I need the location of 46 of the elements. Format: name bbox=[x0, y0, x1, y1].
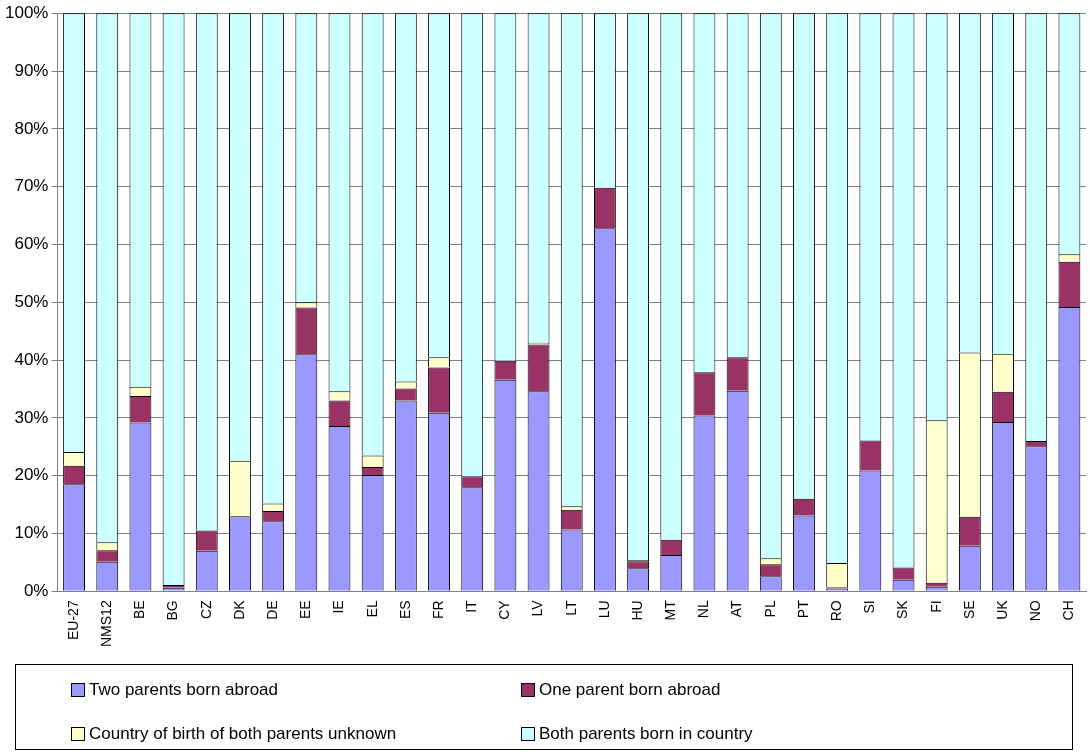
x-tick-label: SE bbox=[960, 600, 977, 619]
x-tick-label: MT bbox=[662, 599, 679, 621]
y-tick-label: 0% bbox=[23, 581, 49, 600]
x-tick-label: EU-27 bbox=[64, 600, 81, 640]
x-tick-label: BE bbox=[131, 600, 148, 619]
x-tick-label: DE bbox=[264, 600, 280, 620]
y-tick-label: 60% bbox=[14, 234, 49, 254]
x-tick-label: PL bbox=[761, 600, 778, 618]
x-tick-label: NMS12 bbox=[98, 600, 115, 647]
x-tick-label: FR bbox=[429, 600, 446, 619]
y-tick-label: 70% bbox=[14, 176, 49, 196]
x-tick-label: LV bbox=[529, 599, 546, 617]
x-tick-label: CZ bbox=[197, 599, 214, 619]
x-tick-label: PT bbox=[794, 599, 811, 619]
x-tick-label: CH bbox=[1060, 600, 1077, 621]
x-tick-label: CY bbox=[496, 599, 513, 620]
y-tick-label: 40% bbox=[14, 349, 49, 369]
x-tick-label: DK bbox=[230, 599, 247, 620]
x-tick-label: SI bbox=[861, 600, 878, 614]
x-tick-label: EE bbox=[297, 600, 314, 619]
x-tick-label: NO bbox=[1027, 600, 1044, 622]
y-tick-label: 10% bbox=[14, 523, 49, 543]
x-tick-label: RO bbox=[828, 600, 845, 622]
x-tick-label: AT bbox=[728, 599, 745, 618]
y-tick-label: 90% bbox=[14, 60, 49, 80]
x-tick-label: UK bbox=[993, 599, 1010, 620]
x-tick-label: NL bbox=[695, 600, 712, 619]
x-tick-label: SK bbox=[894, 599, 911, 619]
x-tick-label: ES bbox=[396, 600, 413, 619]
legend-label: Country of birth of both parents unknown bbox=[89, 724, 397, 744]
y-tick-label: 20% bbox=[14, 465, 49, 485]
x-tick-label: EL bbox=[363, 600, 380, 618]
y-tick-label: 100% bbox=[5, 2, 49, 22]
x-tick-label: IE bbox=[330, 600, 347, 614]
legend-label: Two parents born abroad bbox=[89, 680, 279, 700]
legend-label: Both parents born in country bbox=[539, 724, 753, 744]
y-tick-label: 80% bbox=[14, 118, 49, 138]
x-tick-label: LU bbox=[595, 600, 612, 619]
x-tick-label: BG bbox=[164, 600, 181, 621]
legend-label: One parent born abroad bbox=[539, 680, 721, 700]
x-tick-label: FI bbox=[927, 600, 944, 613]
x-tick-label: LT bbox=[562, 599, 579, 616]
x-tick-label: IT bbox=[463, 599, 480, 613]
x-tick-label: HU bbox=[628, 600, 645, 621]
y-tick-label: 50% bbox=[14, 291, 49, 311]
y-tick-label: 30% bbox=[14, 407, 49, 427]
